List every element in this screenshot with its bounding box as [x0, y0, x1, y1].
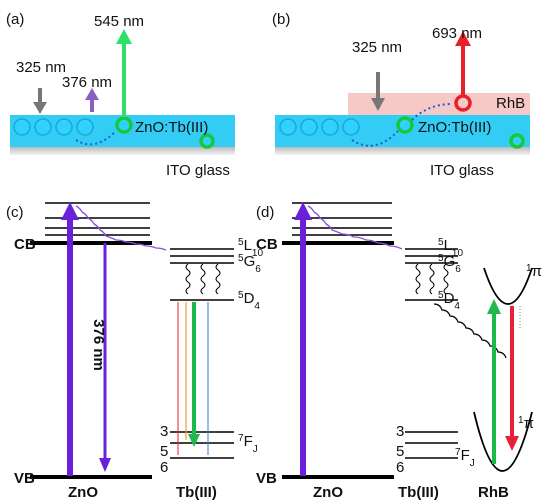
- vb-label: VB: [256, 470, 277, 487]
- substrate-label: ITO glass: [166, 162, 230, 179]
- excitation-label: 325 nm: [352, 39, 402, 56]
- sublevel-label: 6: [160, 459, 168, 476]
- sublevel-label: 3: [160, 423, 168, 440]
- sublevel-label: 3: [396, 423, 404, 440]
- emission-label: 545 nm: [94, 13, 144, 30]
- cb-label: CB: [256, 236, 278, 253]
- level-label: 5D4: [238, 290, 260, 312]
- page: {"panels":{ "a":{"label":"(a)","emission…: [0, 0, 542, 501]
- sublevel-label: 5: [396, 443, 404, 460]
- ion-label: Tb(III): [176, 484, 217, 501]
- sublevel-label: 6: [396, 459, 404, 476]
- excitation-label: 325 nm: [16, 59, 66, 76]
- absorption-label: 376 nm: [62, 74, 112, 91]
- panel-label: (d): [256, 204, 274, 221]
- ion-label: Tb(III): [398, 484, 439, 501]
- panel-label: (a): [6, 11, 24, 28]
- emission-label: 693 nm: [432, 25, 482, 42]
- dye-label: RhB: [478, 484, 509, 501]
- level-label: 7FJ: [238, 433, 258, 455]
- layer-label: ZnO:Tb(III): [418, 119, 491, 136]
- panel-a: (a) 545 nm 325 nm 376 nm ZnO:Tb(III) ITO…: [6, 11, 235, 179]
- panel-c: (c) CB VB 376 nm 5L10 5G6 5D4 7FJ 3 5 6 …: [6, 202, 263, 501]
- panel-label: (b): [272, 11, 290, 28]
- panel-d: (d) CB VB 5L10 5G6 5D4 7FJ 3 5 6 1π 1π Z…: [256, 202, 542, 501]
- host-label: ZnO: [68, 484, 98, 501]
- sublevel-label: 5: [160, 443, 168, 460]
- panel-b: (b) 693 nm 325 nm RhB ZnO:Tb(III) ITO gl…: [272, 11, 530, 179]
- vb-label: VB: [14, 470, 35, 487]
- layer-label: ZnO:Tb(III): [135, 119, 208, 136]
- panel-label: (c): [6, 204, 24, 221]
- state-label: 1π: [518, 415, 534, 433]
- figure: (a) 545 nm 325 nm 376 nm ZnO:Tb(III) ITO…: [0, 0, 542, 501]
- cb-label: CB: [14, 236, 36, 253]
- transition-label: 376 nm: [90, 319, 107, 371]
- dye-label: RhB: [496, 95, 525, 112]
- substrate-label: ITO glass: [430, 162, 494, 179]
- host-label: ZnO: [313, 484, 343, 501]
